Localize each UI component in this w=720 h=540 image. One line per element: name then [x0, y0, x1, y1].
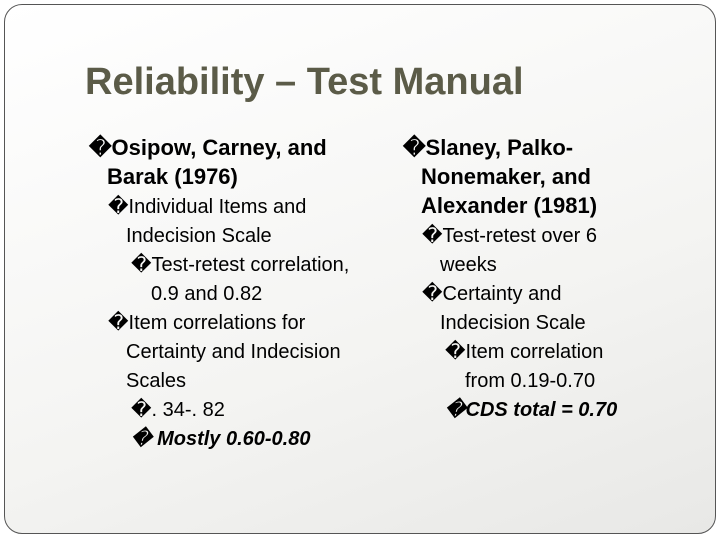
- right-column: �Slaney, Palko-Nonemaker, and Alexander …: [403, 133, 643, 425]
- bullet-level-3: � Mostly 0.60-0.80: [131, 428, 311, 450]
- bullet-level-1: �Osipow, Carney, and Barak (1976): [89, 135, 327, 189]
- bullet-level-1: �Slaney, Palko-Nonemaker, and Alexander …: [403, 135, 598, 218]
- bullet-level-3: �CDS total = 0.70: [445, 399, 618, 421]
- bullet-level-2: �Test-retest over 6 weeks: [422, 225, 598, 276]
- left-column: �Osipow, Carney, and Barak (1976) �Indivi…: [89, 133, 379, 454]
- bullet-level-3: �Test-retest correlation, 0.9 and 0.82: [131, 254, 350, 305]
- slide-title: Reliability – Test Manual: [85, 61, 524, 103]
- bullet-level-3: �. 34-. 82: [131, 399, 225, 421]
- bullet-level-3: �Item correlation from 0.19-0.70: [445, 341, 604, 392]
- bullet-level-2: �Certainty and Indecision Scale: [422, 283, 586, 334]
- bullet-level-2: �Item correlations for Certainty and Ind…: [108, 312, 341, 392]
- slide: Reliability – Test Manual �Osipow, Carne…: [4, 4, 716, 534]
- bullet-level-2: �Individual Items and Indecision Scale: [108, 196, 307, 247]
